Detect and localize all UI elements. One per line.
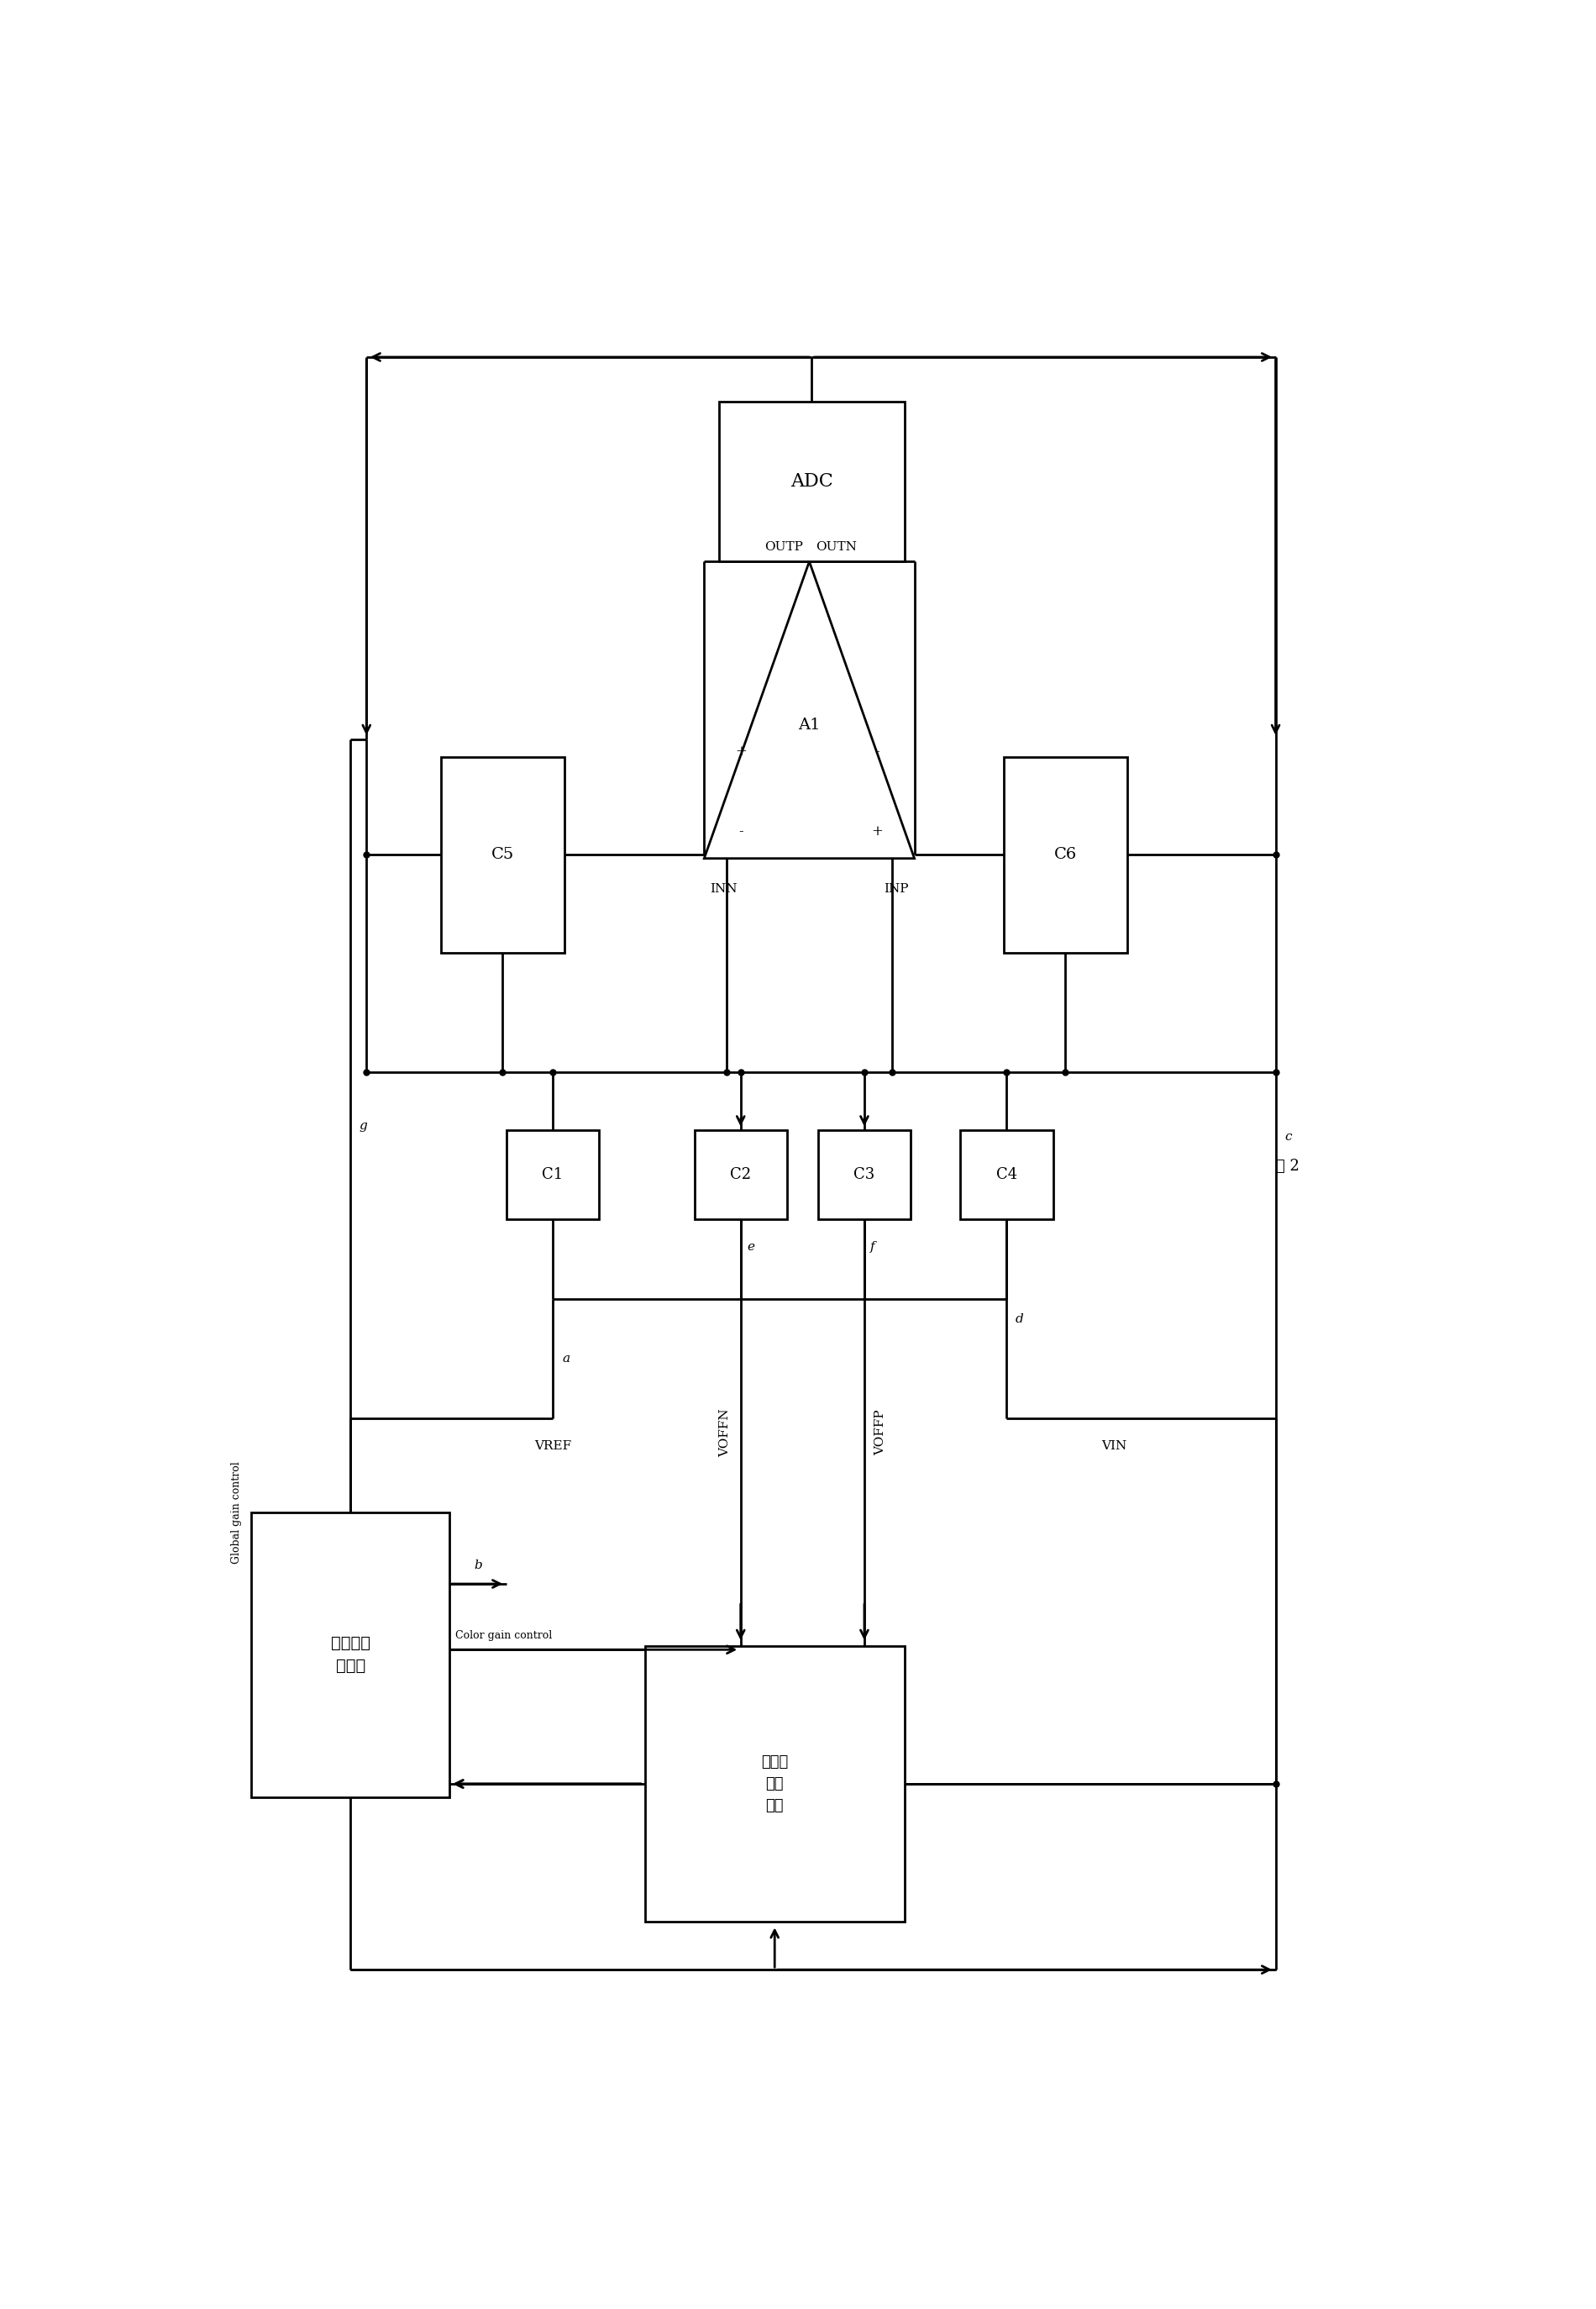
Bar [961,1131,1053,1219]
Bar [817,1131,911,1219]
Text: VIN: VIN [1101,1441,1127,1452]
Text: a: a [562,1353,570,1365]
Bar [694,1131,787,1219]
Text: d: d [1015,1314,1023,1325]
Text: b: b [474,1559,482,1572]
Text: C6: C6 [1053,847,1077,864]
Text: C3: C3 [854,1168,875,1182]
Text: ADC: ADC [790,473,833,492]
Text: Global gain control: Global gain control [231,1462,241,1563]
Text: Color gain control: Color gain control [455,1630,552,1642]
Bar [252,1512,450,1796]
Text: -: - [739,824,744,838]
Text: INN: INN [710,884,737,896]
Text: C4: C4 [996,1168,1017,1182]
Text: 像色彩
控制
电路: 像色彩 控制 电路 [761,1755,788,1813]
Text: INP: INP [884,884,908,896]
Text: g: g [359,1120,367,1131]
Text: A1: A1 [798,718,820,732]
Text: VOFFP: VOFFP [875,1411,886,1455]
Text: f: f [870,1240,875,1251]
Text: 图像信号
处理器: 图像信号 处理器 [330,1637,370,1674]
Text: c: c [1285,1131,1291,1143]
Text: C5: C5 [492,847,514,864]
Bar [645,1646,905,1921]
Text: OUTN: OUTN [816,540,857,552]
Text: e: e [747,1240,755,1251]
Text: +: + [736,743,747,760]
Bar [506,1131,598,1219]
Text: OUTP: OUTP [764,540,803,552]
Text: -: - [875,743,879,760]
Text: C1: C1 [543,1168,563,1182]
Bar [440,757,565,954]
Text: 图 2: 图 2 [1277,1159,1299,1173]
Text: VREF: VREF [535,1441,571,1452]
Bar [718,402,905,561]
Text: +: + [871,824,883,838]
Bar [1004,757,1127,954]
Text: VOFFN: VOFFN [718,1408,731,1457]
Text: C2: C2 [729,1168,752,1182]
